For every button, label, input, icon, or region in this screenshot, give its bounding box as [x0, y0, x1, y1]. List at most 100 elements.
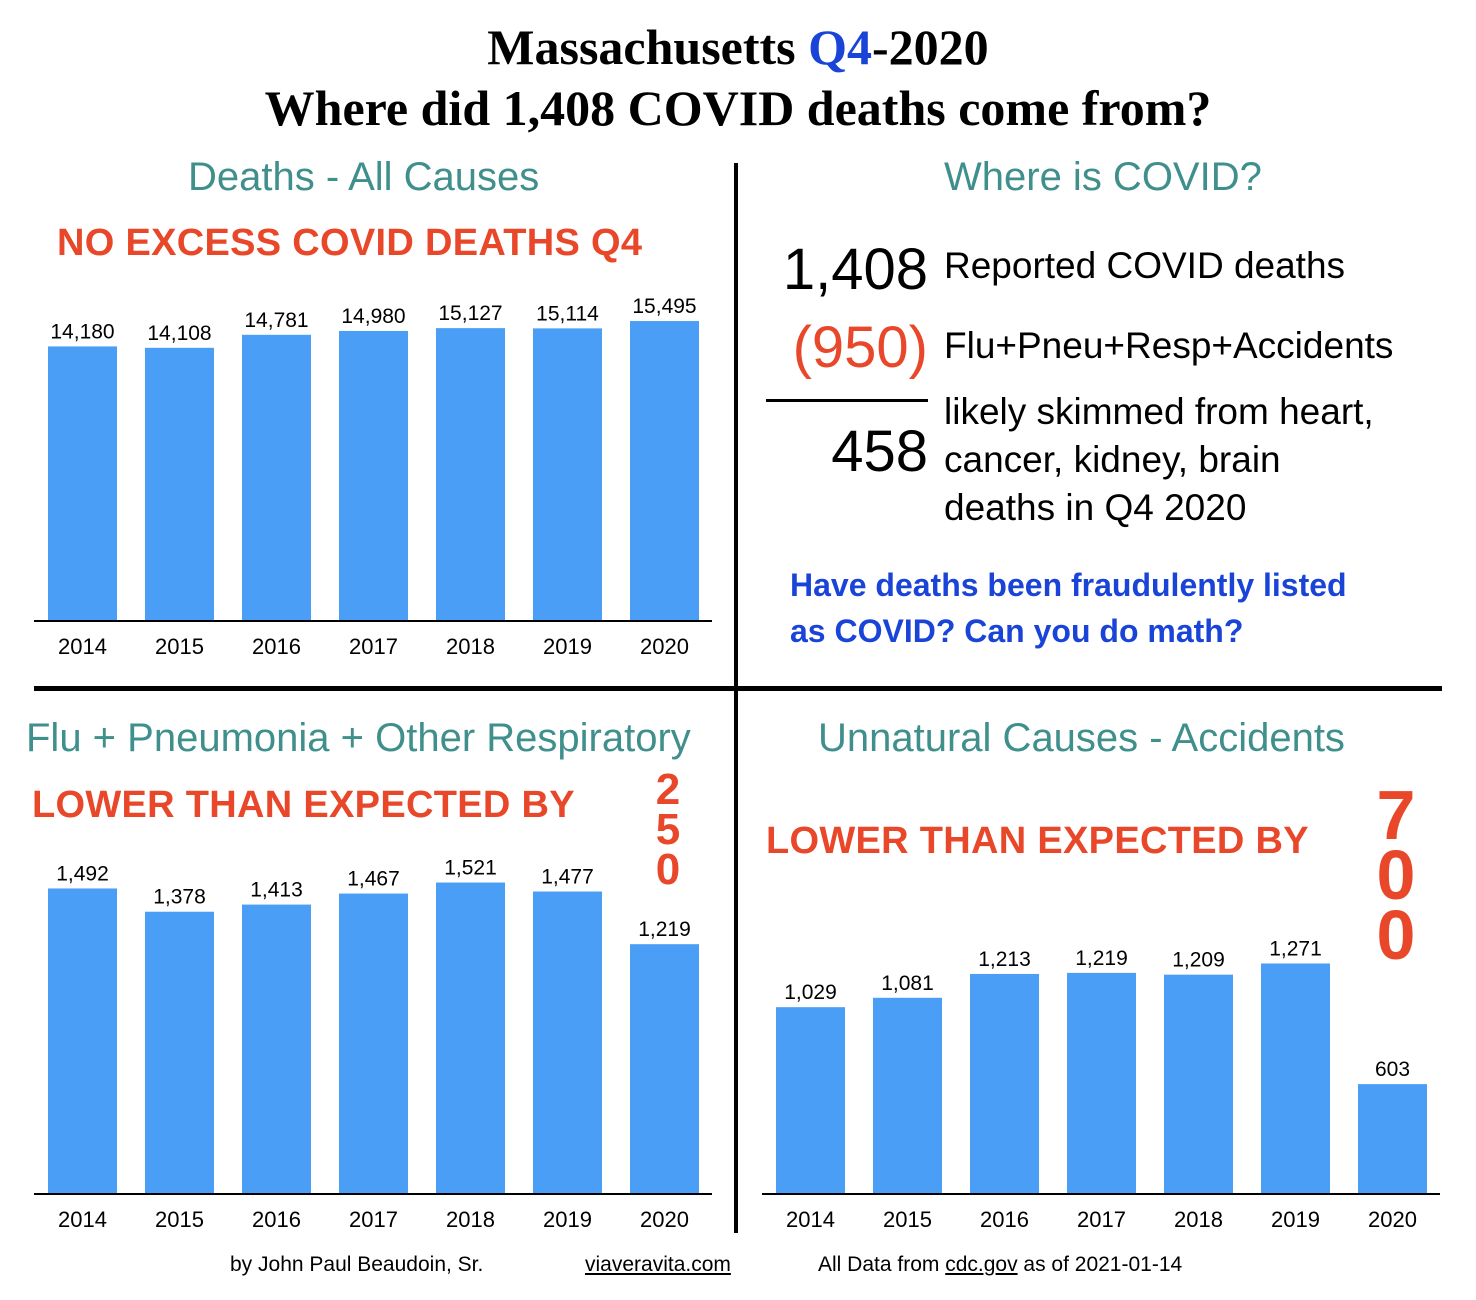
bar-2018 [436, 328, 505, 620]
accidents-digit-2: 0 [1376, 836, 1416, 914]
bar-2018 [436, 882, 505, 1193]
x-tick-label-2019: 2019 [1271, 1207, 1320, 1232]
x-tick-label-2016: 2016 [252, 1207, 301, 1232]
flu-title: Flu + Pneumonia + Other Respiratory [26, 716, 691, 760]
page-title: Massachusetts Q4-2020 [0, 18, 1476, 76]
flu-digit-2: 5 [655, 805, 681, 854]
bar-2015 [145, 347, 214, 620]
x-tick-label-2018: 2018 [446, 634, 495, 659]
x-tick-label-2020: 2020 [1368, 1207, 1417, 1232]
bar-2016 [970, 973, 1039, 1193]
reported-covid-value: 1,408 [782, 237, 928, 302]
bar-2020 [1358, 1084, 1427, 1193]
x-tick-label-2019: 2019 [543, 634, 592, 659]
accidents-big-number: 7 0 0 [1366, 776, 1426, 974]
data-label-2019: 15,114 [536, 302, 599, 325]
footer-source-post: as of 2021-01-14 [1017, 1253, 1183, 1276]
data-label-2019: 1,477 [541, 866, 594, 889]
footer-author: by John Paul Beaudoin, Sr. [230, 1253, 484, 1276]
bar-2019 [1261, 963, 1330, 1193]
footer-source-pre: All Data from [818, 1253, 946, 1276]
data-label-2017: 14,980 [341, 305, 405, 328]
reported-covid-label: Reported COVID deaths [944, 245, 1346, 286]
bar-2016 [242, 334, 311, 620]
x-tick-label-2015: 2015 [155, 634, 204, 659]
accidents-digit-1: 7 [1376, 776, 1416, 854]
data-label-2014: 14,180 [50, 320, 114, 343]
bar-2014 [48, 888, 117, 1193]
data-label-2020: 15,495 [632, 295, 696, 318]
bar-2020 [630, 321, 699, 620]
data-label-2016: 1,213 [978, 948, 1031, 971]
x-tick-label-2020: 2020 [640, 1207, 689, 1232]
data-label-2017: 1,219 [1075, 947, 1128, 970]
data-label-2017: 1,467 [347, 868, 400, 891]
bar-2015 [873, 997, 942, 1193]
bar-2020 [630, 944, 699, 1193]
accidents-chart: 1,029 2014 1,081 2015 1,213 2016 1,219 2017 1,20… [762, 937, 1440, 1232]
data-label-2018: 15,127 [438, 302, 502, 325]
result-value: 458 [831, 419, 928, 484]
question-line-2: as COVID? Can you do math? [790, 613, 1244, 649]
x-tick-label-2016: 2016 [252, 634, 301, 659]
data-label-2020: 1,219 [638, 918, 691, 941]
x-tick-label-2015: 2015 [883, 1207, 932, 1232]
flu-big-number: 2 5 0 [648, 765, 688, 894]
bar-2014 [776, 1007, 845, 1193]
bar-2017 [339, 330, 408, 620]
bar-2014 [48, 346, 117, 620]
x-tick-label-2018: 2018 [446, 1207, 495, 1232]
data-label-2018: 1,521 [444, 857, 497, 880]
all-causes-chart: 14,180 2014 14,108 2015 14,781 2016 14,980 2017… [34, 295, 712, 659]
bar-2019 [533, 891, 602, 1193]
page-subtitle: Where did 1,408 COVID deaths come from? [264, 80, 1212, 136]
data-label-2016: 14,781 [244, 309, 308, 332]
flu-digit-3: 0 [655, 845, 681, 894]
result-label-3: deaths in Q4 2020 [944, 487, 1247, 528]
x-tick-label-2017: 2017 [1077, 1207, 1126, 1232]
all-causes-title: Deaths - All Causes [188, 155, 540, 199]
x-tick-label-2014: 2014 [58, 1207, 107, 1232]
footer-source: All Data from cdc.gov as of 2021-01-14 [818, 1253, 1182, 1277]
title-line1-pre: Massachusetts [487, 19, 809, 75]
data-label-2016: 1,413 [250, 879, 303, 902]
accidents-digit-3: 0 [1376, 896, 1416, 974]
vertical-divider [734, 163, 738, 1233]
footer-site[interactable]: viaveravita.com [585, 1253, 731, 1277]
title-line1-highlight: Q4 [808, 19, 873, 75]
data-label-2014: 1,492 [56, 862, 109, 885]
data-label-2015: 14,108 [147, 322, 211, 345]
data-label-2020: 603 [1375, 1058, 1410, 1081]
subtract-value: (950) [792, 315, 928, 380]
result-label-1: likely skimmed from heart, [944, 391, 1374, 432]
x-tick-label-2014: 2014 [786, 1207, 835, 1232]
bar-2015 [145, 911, 214, 1193]
covid-title: Where is COVID? [944, 155, 1262, 199]
flu-digit-1: 2 [655, 765, 681, 814]
x-tick-label-2020: 2020 [640, 634, 689, 659]
data-label-2014: 1,029 [784, 981, 837, 1004]
bar-2017 [1067, 972, 1136, 1193]
x-tick-label-2016: 2016 [980, 1207, 1029, 1232]
footer-source-link[interactable]: cdc.gov [945, 1253, 1018, 1276]
data-label-2015: 1,378 [153, 886, 206, 909]
bar-2017 [339, 893, 408, 1193]
x-tick-label-2014: 2014 [58, 634, 107, 659]
x-tick-label-2019: 2019 [543, 1207, 592, 1232]
bar-2018 [1164, 974, 1233, 1193]
x-tick-label-2015: 2015 [155, 1207, 204, 1232]
flu-callout: LOWER THAN EXPECTED BY [32, 784, 575, 826]
x-tick-label-2018: 2018 [1174, 1207, 1223, 1232]
x-tick-label-2017: 2017 [349, 634, 398, 659]
horizontal-divider [34, 686, 1442, 691]
footer-site-link[interactable]: viaveravita.com [585, 1253, 731, 1276]
x-tick-label-2017: 2017 [349, 1207, 398, 1232]
data-label-2018: 1,209 [1172, 949, 1225, 972]
bar-2016 [242, 904, 311, 1193]
flu-chart: 1,492 2014 1,378 2015 1,413 2016 1,467 2017 1,52… [34, 857, 712, 1232]
data-label-2015: 1,081 [881, 972, 934, 995]
result-label-2: cancer, kidney, brain [944, 439, 1281, 480]
question-text: Have deaths been fraudulently listed as … [790, 562, 1347, 654]
question-line-1: Have deaths been fraudulently listed [790, 567, 1347, 603]
all-causes-callout: NO EXCESS COVID DEATHS Q4 [57, 222, 643, 264]
